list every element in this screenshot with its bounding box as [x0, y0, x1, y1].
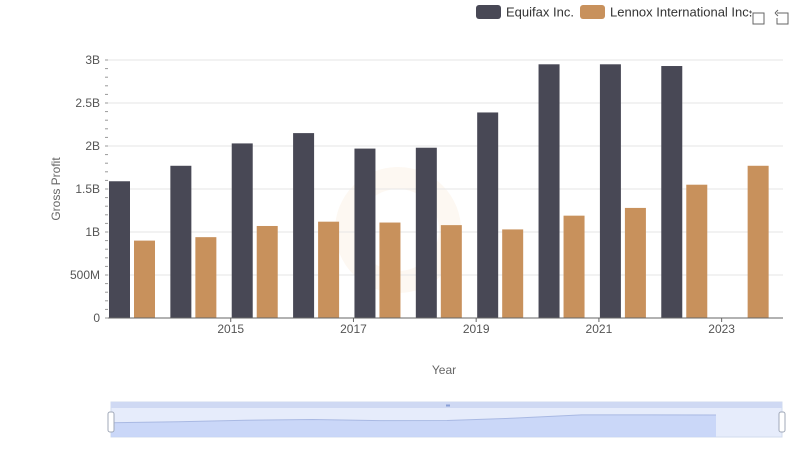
- bar-lennox[interactable]: [134, 240, 155, 318]
- y-tick-label: 2B: [85, 139, 100, 153]
- zoom-grip-icon[interactable]: [446, 404, 450, 407]
- x-tick-label: 2021: [586, 322, 613, 336]
- legend-label: Equifax Inc.: [506, 5, 574, 20]
- x-axis-title: Year: [432, 363, 456, 377]
- zoom-area-icon[interactable]: [749, 10, 765, 25]
- bars: [109, 64, 769, 319]
- y-tick-label: 1.5B: [75, 182, 100, 196]
- x-tick-label: 2023: [708, 322, 735, 336]
- bar-equifax[interactable]: [354, 148, 376, 318]
- x-tick-label: 2019: [463, 322, 490, 336]
- legend-item[interactable]: Lennox International Inc.: [580, 5, 752, 20]
- bar-lennox[interactable]: [502, 229, 524, 318]
- legend: Equifax Inc. Lennox International Inc.: [476, 5, 752, 20]
- bar-equifax[interactable]: [477, 112, 499, 319]
- bar-lennox[interactable]: [256, 225, 278, 318]
- legend-swatch: [476, 5, 501, 19]
- zoom-preview-line: [110, 414, 717, 424]
- bar-equifax[interactable]: [109, 181, 130, 318]
- bar-equifax[interactable]: [293, 133, 315, 318]
- bar-lennox[interactable]: [563, 215, 585, 318]
- legend-label: Lennox International Inc.: [610, 5, 752, 20]
- bar-equifax[interactable]: [599, 64, 621, 318]
- restore-icon[interactable]: [774, 9, 789, 25]
- data-zoom-slider[interactable]: [107, 401, 786, 438]
- y-tick-label: 500M: [70, 268, 100, 282]
- bar-lennox[interactable]: [379, 222, 401, 318]
- bar-equifax[interactable]: [231, 143, 253, 318]
- y-tick-label: 2.5B: [75, 96, 100, 110]
- axes: 0 500M 1B 1.5B 2B 2.5B 3B 2015 2017 2019 2021 2023: [70, 53, 783, 336]
- x-tick-label: 2015: [217, 322, 244, 336]
- y-tick-label: 3B: [85, 53, 100, 67]
- x-tick-label: 2017: [340, 322, 367, 336]
- bar-lennox[interactable]: [195, 237, 217, 318]
- bar-lennox[interactable]: [747, 165, 769, 318]
- y-tick-label: 1B: [85, 225, 100, 239]
- y-tick-label: 0: [93, 311, 100, 325]
- bar-lennox[interactable]: [440, 225, 462, 318]
- toolbox: [749, 9, 789, 25]
- bar-equifax[interactable]: [661, 66, 683, 319]
- zoom-handle[interactable]: [778, 411, 786, 433]
- bar-equifax[interactable]: [538, 64, 560, 318]
- bar-equifax[interactable]: [415, 147, 437, 318]
- legend-item[interactable]: Equifax Inc.: [476, 5, 574, 20]
- bar-lennox[interactable]: [686, 184, 708, 318]
- legend-swatch: [580, 5, 605, 19]
- y-axis-title: Gross Profit: [49, 157, 63, 221]
- bar-equifax[interactable]: [170, 165, 192, 318]
- bar-lennox[interactable]: [318, 221, 340, 318]
- zoom-handle[interactable]: [107, 411, 115, 433]
- bar-lennox[interactable]: [624, 207, 646, 318]
